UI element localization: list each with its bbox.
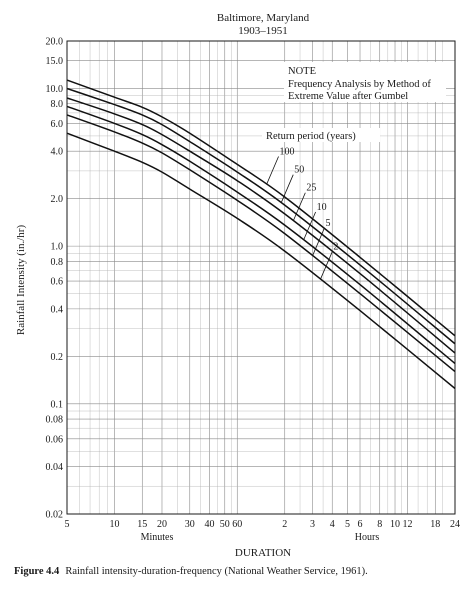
x-axis-label: DURATION [235, 547, 291, 559]
x-tick-label: 15 [137, 519, 147, 530]
y-tick-label: 0.8 [51, 257, 64, 268]
y-tick-label: 2.0 [51, 194, 64, 205]
x-tick-label: 10 [390, 519, 400, 530]
leader-50 [280, 174, 294, 203]
leader-2 [320, 251, 333, 280]
x-tick-label: 60 [232, 519, 242, 530]
x-tick-label: 20 [157, 519, 167, 530]
y-tick-label: 0.1 [51, 399, 64, 410]
y-tick-label: 0.02 [46, 510, 64, 521]
series-lines [66, 79, 456, 390]
grid [66, 40, 456, 515]
x-tick-label: 5 [345, 519, 350, 530]
series-line-10 [66, 105, 456, 365]
y-tick-label: 20.0 [46, 37, 64, 48]
caption-text: Rainfall intensity-duration-frequency (N… [65, 566, 368, 577]
series-label-25: 25 [306, 183, 316, 194]
return-period-background [262, 128, 380, 142]
y-tick-label: 0.4 [51, 304, 64, 315]
label-leaders [266, 156, 333, 280]
y-tick-label: 4.0 [51, 147, 64, 158]
leader-25 [292, 192, 306, 221]
y-tick-label: 6.0 [51, 119, 64, 130]
y-tick-label: 0.08 [46, 415, 64, 426]
y-tick-labels: 20.0 15.0 10.0 8.0 6.0 4.0 2.0 1.0 0.8 0.6 0.4 0.2 0… [46, 37, 64, 521]
series-line-25 [66, 97, 456, 354]
y-tick-label: 0.6 [51, 277, 64, 288]
y-tick-label: 8.0 [51, 99, 64, 110]
series-label-2: 2 [333, 241, 338, 252]
y-tick-label: 0.06 [46, 434, 64, 445]
x-tick-label: 12 [403, 519, 413, 530]
x-tick-label: 3 [310, 519, 315, 530]
chart-subtitle: 1903–1951 [238, 25, 288, 37]
series-line-50 [66, 87, 456, 345]
x-tick-label: 50 [220, 519, 230, 530]
return-period-label: Return period (years) [266, 131, 356, 142]
y-tick-label: 10.0 [46, 84, 64, 95]
y-tick-label: 1.0 [51, 242, 64, 253]
chart-title: Baltimore, Maryland [217, 12, 310, 24]
note-background [284, 62, 446, 102]
y-axis-label: Rainfall Intensity (in./hr) [15, 225, 27, 336]
x-tick-label: 6 [358, 519, 363, 530]
note-line-1: Frequency Analysis by Method of [288, 79, 431, 90]
x-tick-label: 10 [109, 519, 119, 530]
leader-100 [266, 156, 279, 185]
series-line-100 [66, 79, 456, 337]
x-unit-hours: Hours [355, 532, 380, 543]
x-tick-label: 30 [185, 519, 195, 530]
x-tick-label: 5 [65, 519, 70, 530]
x-tick-label: 4 [330, 519, 335, 530]
x-tick-label: 40 [204, 519, 214, 530]
x-unit-minutes: Minutes [141, 532, 174, 543]
x-tick-labels: 5 10 15 20 30 40 50 60 2 3 4 5 6 8 10 12 18 24 [65, 519, 461, 530]
figure-caption: Figure 4.4 Rainfall intensity-duration-fr… [14, 566, 469, 577]
series-label-5: 5 [326, 218, 331, 229]
plot-frame [66, 40, 456, 515]
x-tick-label: 24 [450, 519, 460, 530]
x-tick-label: 18 [430, 519, 440, 530]
note-line-2: Extreme Value after Gumbel [288, 91, 408, 102]
series-label-10: 10 [317, 202, 327, 213]
note-heading: NOTE [288, 66, 316, 77]
x-tick-label: 2 [282, 519, 287, 530]
series-label-50: 50 [294, 165, 304, 176]
y-tick-label: 0.04 [46, 462, 64, 473]
series-label-100: 100 [280, 146, 295, 157]
y-tick-label: 15.0 [46, 56, 64, 67]
series-line-2 [66, 132, 456, 390]
leader-5 [312, 227, 325, 256]
caption-label: Figure 4.4 [14, 566, 60, 577]
x-tick-label: 8 [377, 519, 382, 530]
y-tick-label: 0.2 [51, 352, 64, 363]
leader-10 [303, 211, 316, 241]
series-line-5 [66, 114, 456, 373]
